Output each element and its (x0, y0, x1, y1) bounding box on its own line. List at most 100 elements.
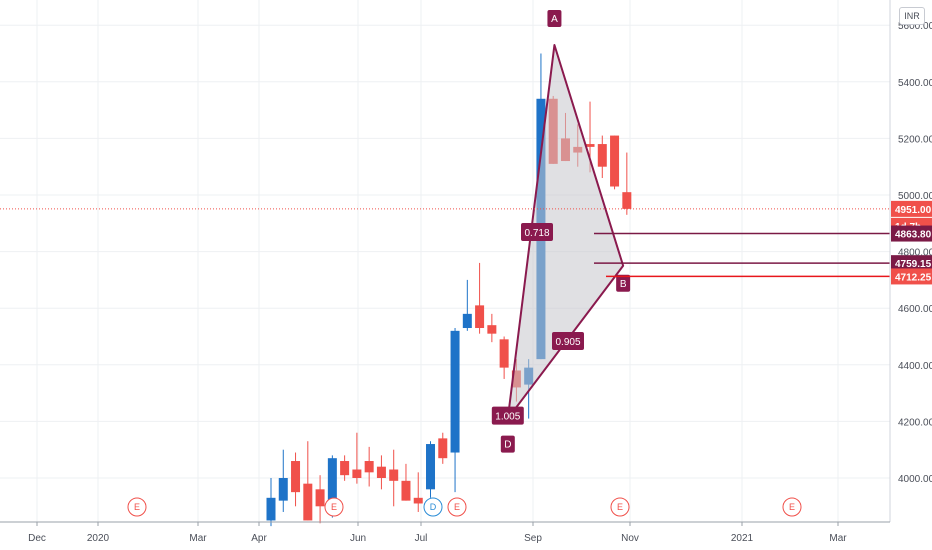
ratio-label-0905: 0.905 (552, 332, 584, 350)
ratio-label-0905-box (552, 332, 584, 350)
y-tick-label: 4800.00 (898, 248, 932, 259)
candle[interactable] (352, 432, 362, 484)
candle-body (401, 480, 411, 501)
candle-body (499, 339, 509, 368)
event-circle (782, 497, 802, 517)
candle[interactable] (315, 475, 325, 524)
grid-layer (0, 0, 890, 522)
candle[interactable] (291, 452, 301, 507)
event-text: E (617, 502, 623, 512)
price-tag-last[interactable]: 4712.25 (891, 268, 932, 285)
pattern-layer: A D B 1.005 0.718 0.905 (491, 10, 631, 453)
candle-body (426, 444, 436, 490)
candle-body (291, 461, 301, 493)
price-tag-text: 4759.15 (895, 259, 932, 270)
y-tick-label: 5400.00 (898, 78, 932, 89)
x-tick-label: Jul (415, 533, 428, 544)
ratio-label-0718-text: 0.718 (524, 228, 549, 239)
candle[interactable] (376, 455, 386, 490)
candle[interactable] (610, 135, 620, 190)
candle[interactable] (622, 152, 632, 215)
candle-body (487, 325, 497, 334)
event-circle (127, 497, 147, 517)
event-text: E (331, 502, 337, 512)
candle[interactable] (364, 446, 374, 487)
candle[interactable] (438, 432, 448, 464)
candle[interactable] (462, 279, 472, 331)
point-label-a[interactable]: A (547, 10, 562, 28)
candle[interactable] (475, 262, 485, 334)
candle-body (610, 135, 620, 187)
point-label-a-text: A (551, 14, 558, 25)
price-tag-box (891, 200, 932, 217)
x-tick-label: 2021 (731, 533, 754, 544)
point-label-d[interactable]: D (500, 435, 515, 453)
candle[interactable] (597, 135, 607, 179)
x-tick-label: Dec (28, 533, 46, 544)
candle[interactable] (266, 478, 276, 527)
event-circle (324, 497, 344, 517)
candle-body (585, 144, 595, 147)
ratio-label-0718-box (521, 223, 553, 241)
price-tag-box (891, 255, 932, 272)
price-tag-box (891, 268, 932, 285)
candle-body (462, 313, 472, 329)
event-marker-earnings[interactable]: E (610, 497, 630, 517)
event-marker-earnings[interactable]: E (447, 497, 467, 517)
y-tick-label: 5600.00 (898, 21, 932, 32)
candle-body (278, 478, 288, 501)
event-text: E (134, 502, 140, 512)
candle[interactable] (340, 455, 350, 481)
price-tag-last[interactable]: 4951.00 (891, 200, 932, 217)
price-tag-level[interactable]: 4759.15 (891, 255, 932, 272)
candle[interactable] (426, 441, 436, 498)
candle-body (413, 497, 423, 504)
candle[interactable] (487, 313, 497, 343)
candle-body (364, 461, 374, 473)
candle[interactable] (389, 449, 399, 507)
event-marker-earnings[interactable]: E (127, 497, 147, 517)
ratio-label-1005-box (491, 406, 524, 425)
y-tick-label: 5200.00 (898, 134, 932, 145)
event-marker-dividend[interactable]: D (423, 497, 443, 517)
ratio-label-1005-text: 1.005 (495, 412, 520, 423)
event-marker-earnings[interactable]: E (782, 497, 802, 517)
candle[interactable] (303, 441, 313, 521)
price-tag-level[interactable]: 4863.80 (891, 225, 932, 242)
candle[interactable] (413, 472, 423, 512)
candle-body (438, 438, 448, 459)
currency-badge[interactable]: INR (899, 7, 925, 25)
ratio-label-0718: 0.718 (521, 223, 553, 241)
y-tick-label: 5000.00 (898, 191, 932, 202)
x-tick-label: Mar (829, 533, 847, 544)
event-text: D (430, 502, 437, 512)
event-circle (447, 497, 467, 517)
candle-body (475, 305, 485, 329)
event-marker-earnings[interactable]: E (324, 497, 344, 517)
y-tick-label: 4200.00 (898, 417, 932, 428)
y-tick-label: 4000.00 (898, 474, 932, 485)
candle-body (315, 489, 325, 507)
point-label-b[interactable]: B (616, 274, 631, 292)
candle-body (327, 458, 337, 512)
ratio-label-1005: 1.005 (491, 406, 524, 425)
event-text: E (789, 502, 795, 512)
point-label-b-text: B (620, 279, 627, 290)
candle-body (352, 469, 362, 478)
candle-body (266, 497, 276, 521)
candle-body (450, 330, 460, 453)
x-tick-label: Nov (621, 533, 639, 544)
x-tick-label: 2020 (87, 533, 110, 544)
price-tag-text: 4951.00 (895, 205, 932, 216)
candle[interactable] (401, 463, 411, 501)
candle[interactable] (450, 328, 460, 493)
candle-body (597, 144, 607, 167)
x-tick-label: Mar (189, 533, 207, 544)
point-label-a-box (547, 10, 562, 28)
candle[interactable] (499, 336, 509, 379)
candle[interactable] (278, 449, 288, 512)
